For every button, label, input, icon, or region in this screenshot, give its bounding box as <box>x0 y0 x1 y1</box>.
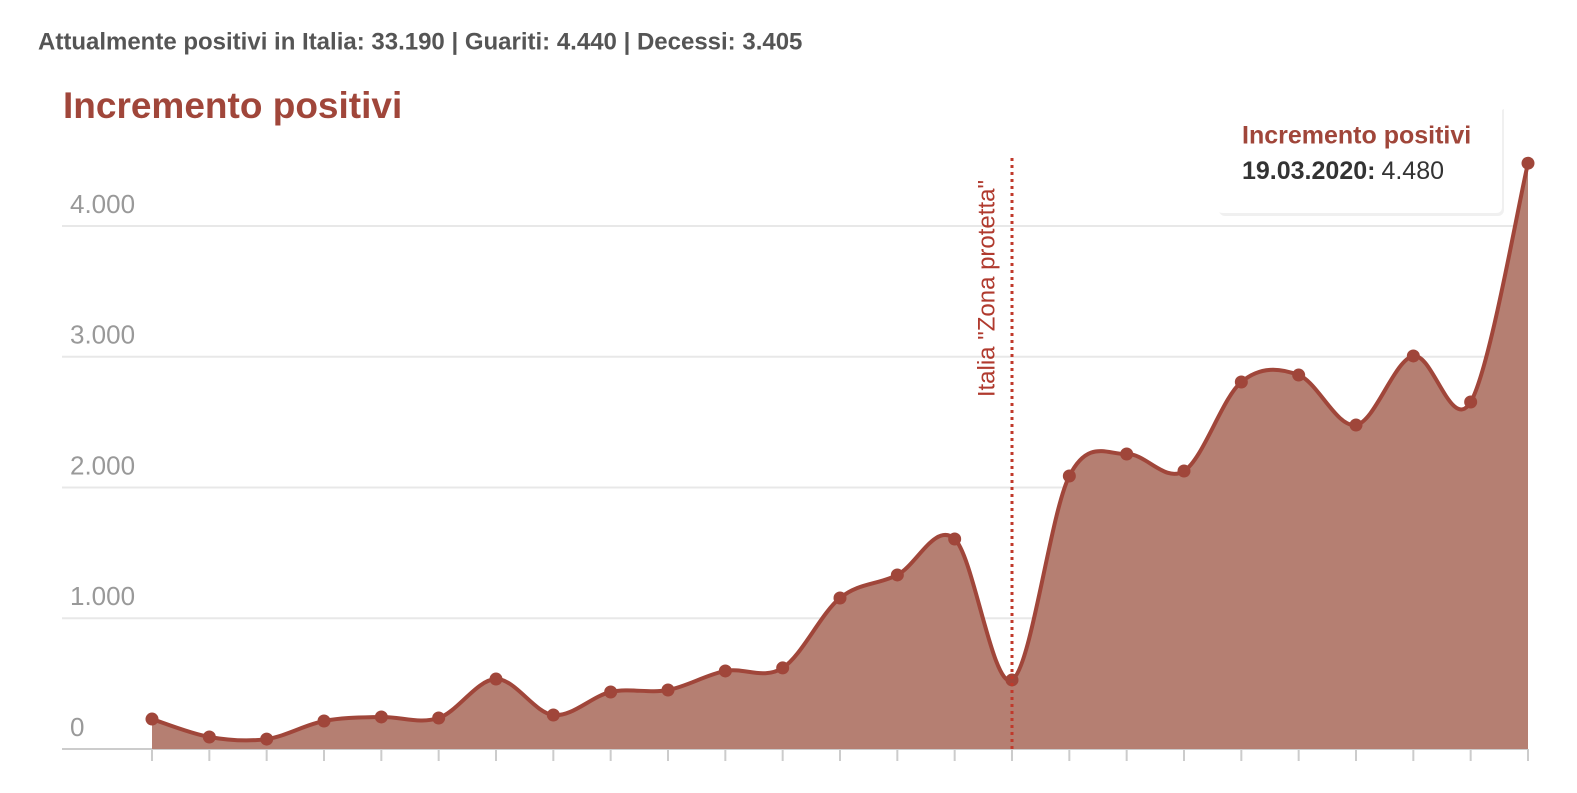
y-tick-label: 1.000 <box>70 581 135 611</box>
point <box>1292 368 1306 382</box>
point <box>317 714 331 728</box>
point <box>202 730 216 744</box>
point <box>1521 156 1535 170</box>
y-tick-label: 3.000 <box>70 320 135 350</box>
y-tick-label: 2.000 <box>70 450 135 480</box>
point <box>890 568 904 582</box>
point <box>1120 447 1134 461</box>
point <box>604 685 618 699</box>
area <box>152 163 1528 750</box>
point <box>1062 469 1076 483</box>
point <box>1005 673 1019 687</box>
tooltip-box <box>1217 94 1513 213</box>
point <box>776 661 790 675</box>
point <box>145 712 159 726</box>
point <box>948 532 962 546</box>
chart-title: Incremento positivi <box>63 85 402 126</box>
point <box>260 732 274 746</box>
tooltip-title: Incremento positivi <box>1242 122 1471 150</box>
point <box>546 708 560 722</box>
point <box>833 591 847 605</box>
point <box>1464 395 1478 409</box>
tooltip-number: 4.480 <box>1381 157 1444 185</box>
point <box>718 664 732 678</box>
point <box>661 683 675 697</box>
tooltip: Incremento positivi 19.03.2020: 4.480 <box>1217 94 1513 216</box>
point <box>1177 464 1191 478</box>
tooltip-value: 19.03.2020: 4.480 <box>1242 157 1444 185</box>
point <box>1349 418 1363 432</box>
point <box>489 672 503 686</box>
annotation-label: Italia "Zona protetta" <box>973 180 1000 397</box>
point <box>374 710 388 724</box>
point <box>432 711 446 725</box>
header-stats: Attualmente positivi in Italia: 33.190 |… <box>38 28 802 55</box>
point <box>1406 349 1420 363</box>
y-tick-label: 0 <box>70 712 84 742</box>
line <box>151 162 1530 743</box>
point <box>1234 375 1248 389</box>
tooltip-date: 19.03.2020: <box>1242 157 1375 185</box>
y-tick-label: 4.000 <box>70 189 135 219</box>
